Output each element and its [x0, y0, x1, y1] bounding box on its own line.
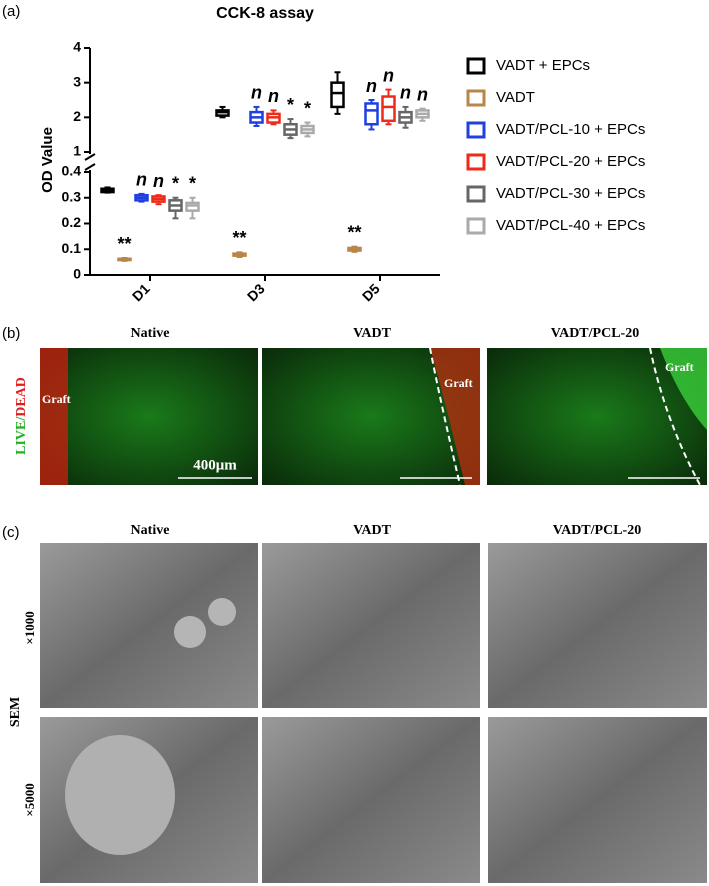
significance-label: ** [117, 234, 131, 254]
panel-label: (b) [2, 325, 20, 342]
live-dead-images [40, 347, 707, 486]
y-tick-label: 0.4 [62, 163, 82, 179]
y-axis-label: OD Value [39, 127, 56, 193]
significance-label: n [366, 76, 377, 96]
sem-image [262, 717, 480, 883]
column-title: VADT [353, 326, 392, 341]
box [364, 102, 379, 126]
box [330, 81, 345, 109]
graft-label: Graft [665, 360, 694, 374]
significance-label: n [400, 83, 411, 103]
cell [208, 598, 236, 626]
panel-label: (c) [2, 524, 20, 541]
technique-label: SEM [8, 697, 23, 727]
x-tick-label: D5 [359, 280, 383, 304]
y-tick-label: 4 [73, 39, 81, 55]
legend-swatch [466, 153, 486, 171]
sem-image [488, 543, 707, 708]
x-tick-label: D3 [244, 280, 268, 304]
fluorescence-image [40, 348, 258, 485]
axis-break [84, 163, 96, 171]
cell [65, 735, 175, 855]
magnification-label: ×1000 [22, 611, 37, 644]
significance-label: n [268, 86, 279, 106]
column-title: VADT/PCL-20 [551, 326, 639, 341]
cell [174, 616, 206, 648]
legend-label: VADT/PCL-20 + EPCs [496, 153, 645, 170]
chart-title: CCK-8 assay [216, 5, 314, 22]
magnification-label: ×5000 [22, 783, 37, 816]
axis-break [84, 153, 96, 161]
box [381, 95, 396, 123]
significance-label: n [153, 171, 164, 191]
sem-image [488, 717, 707, 883]
y-tick-label: 0.1 [62, 240, 82, 256]
legend-label: VADT/PCL-30 + EPCs [496, 185, 645, 202]
sem-image [262, 543, 480, 708]
graft-label: Graft [444, 376, 473, 390]
graft-boundary [649, 347, 701, 486]
y-tick-label: 0.2 [62, 214, 82, 230]
dead-label: DEAD [14, 377, 29, 417]
graft-label: Graft [42, 392, 71, 406]
significance-label: n [251, 83, 262, 103]
graft-region [40, 348, 68, 485]
legend-swatch [466, 89, 486, 107]
legend-label: VADT/PCL-40 + EPCs [496, 217, 645, 234]
y-tick-label: 0 [73, 266, 81, 282]
y-tick-label: 2 [73, 108, 81, 124]
panel-label: (a) [2, 3, 20, 20]
column-title: Native [131, 523, 170, 538]
graft-boundary [429, 347, 461, 486]
graft-region [660, 348, 707, 430]
legend-swatch [466, 57, 486, 75]
significance-label: ** [232, 228, 246, 248]
y-tick-label: 0.3 [62, 188, 82, 204]
legend-label: VADT/PCL-10 + EPCs [496, 121, 645, 138]
legend-swatch [466, 185, 486, 203]
x-tick-label: D1 [129, 280, 153, 304]
significance-label: n [383, 65, 394, 85]
y-tick-label: 3 [73, 73, 81, 89]
live-label: LIVE/ [14, 416, 29, 455]
significance-label: * [304, 98, 311, 118]
significance-label: * [189, 174, 196, 194]
box-chart: CCK-8 assay OD Value 0 0.1 0.2 0.3 0.4 1 2 3 4 D1… [39, 5, 645, 304]
significance-label: ** [347, 222, 361, 242]
legend-label: VADT + EPCs [496, 57, 590, 74]
significance-label: n [417, 84, 428, 104]
graft-region [430, 348, 480, 485]
legend-swatch [466, 121, 486, 139]
scale-bar-label: 400μm [193, 457, 237, 473]
legend-label: VADT [496, 89, 535, 106]
column-title: VADT/PCL-20 [553, 523, 641, 538]
significance-label: * [172, 174, 179, 194]
sem-images [40, 543, 707, 883]
significance-label: n [136, 170, 147, 190]
column-title: VADT [353, 523, 392, 538]
column-title: Native [131, 326, 170, 341]
stain-label: LIVE/DEAD [14, 377, 29, 455]
y-tick-label: 1 [73, 143, 81, 159]
legend-swatch [466, 217, 486, 235]
box [185, 201, 200, 212]
significance-label: * [287, 95, 294, 115]
